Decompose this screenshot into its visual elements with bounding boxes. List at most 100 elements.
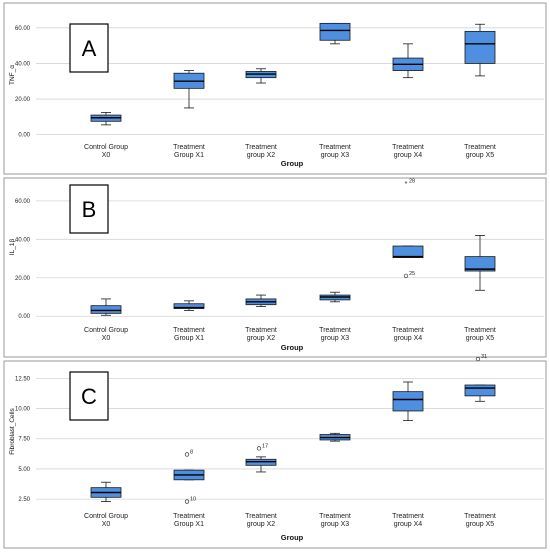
x-tick-label-line1: Treatment	[392, 327, 424, 334]
y-tick-label: 60.00	[15, 26, 31, 32]
x-tick-label-line1: Treatment	[319, 513, 351, 520]
x-tick-label-line1: Treatment	[245, 144, 277, 151]
y-tick-label: 60.00	[15, 199, 31, 205]
outlier-circle	[184, 499, 190, 504]
box	[464, 256, 496, 272]
box	[173, 303, 205, 309]
y-tick-label: 20.00	[15, 97, 31, 103]
y-axis-label: IL_1β	[9, 239, 16, 256]
box-group-5	[464, 235, 496, 291]
x-tick-label-line2: group X2	[247, 521, 276, 528]
y-tick-label: 5.00	[18, 467, 30, 473]
x-tick-label-line2: X0	[102, 521, 111, 528]
x-tick-label-line2: X0	[102, 152, 111, 159]
panel-letter: A	[82, 36, 97, 61]
x-tick-label-line2: group X3	[321, 335, 350, 342]
box-group-2	[245, 294, 277, 308]
y-tick-label: 7.50	[18, 437, 30, 443]
outlier-label: 31	[481, 354, 487, 360]
box	[392, 391, 424, 412]
y-tick-label: 12.50	[15, 376, 31, 382]
x-tick-label-line2: group X4	[394, 521, 423, 528]
y-tick-label: 10.00	[15, 407, 31, 413]
box-group-4	[392, 381, 424, 422]
x-tick-label-line1: Treatment	[173, 327, 205, 334]
x-tick-label-line2: group X4	[394, 335, 423, 342]
box-group-3	[319, 291, 351, 303]
box-group-3	[319, 432, 351, 442]
box-group-2	[245, 68, 277, 84]
box	[90, 305, 122, 314]
x-tick-label-line1: Treatment	[464, 513, 496, 520]
box-group-0	[90, 111, 122, 126]
outlier-circle	[184, 452, 190, 457]
box-group-5	[464, 384, 496, 402]
x-tick-label-line2: Group X1	[174, 335, 204, 342]
x-tick-label-line1: Control Group	[84, 513, 128, 520]
x-tick-label-line2: group X2	[247, 152, 276, 159]
panel-b: 0.00 20.00 40.00 60.00 IL_1β B * 28 25 Control Gr…	[3, 177, 547, 358]
x-tick-label-line2: group X3	[321, 152, 350, 159]
box	[319, 22, 351, 41]
box-group-1	[173, 469, 205, 481]
x-tick-label-line1: Treatment	[392, 144, 424, 151]
outlier-circle	[403, 273, 409, 278]
box-group-0	[90, 481, 122, 502]
panel-border	[3, 2, 547, 175]
y-tick-label: 20.00	[15, 276, 31, 282]
panel-letter-box	[69, 23, 109, 73]
box	[464, 30, 496, 64]
x-tick-label-line1: Treatment	[245, 513, 277, 520]
outlier-label: 25	[409, 271, 415, 277]
x-tick-label-line1: Control Group	[84, 144, 128, 151]
y-tick-label: 0.00	[18, 133, 30, 139]
outlier-label: 17	[262, 443, 268, 449]
x-tick-label-line1: Treatment	[464, 144, 496, 151]
box-group-4	[392, 245, 424, 258]
box-group-4	[392, 43, 424, 79]
panel-letter-box	[69, 371, 109, 421]
y-tick-label: 40.00	[15, 237, 31, 243]
x-tick-label-line1: Treatment	[173, 144, 205, 151]
panel-border	[3, 360, 547, 549]
outlier-label: 28	[409, 179, 415, 185]
box-group-0	[90, 298, 122, 316]
box	[464, 384, 496, 397]
x-axis-title: Group	[281, 533, 304, 542]
outlier-label: 8	[190, 449, 193, 455]
panel-border	[3, 177, 547, 358]
panel-letter: C	[81, 384, 97, 409]
x-tick-label-line1: Treatment	[319, 144, 351, 151]
panel-letter-box	[69, 184, 109, 234]
x-tick-label-line2: group X5	[466, 152, 495, 159]
y-tick-label: 40.00	[15, 61, 31, 67]
x-tick-label-line2: X0	[102, 335, 111, 342]
x-tick-label-line1: Treatment	[392, 513, 424, 520]
panel-letter: B	[82, 197, 97, 222]
outlier-star: *	[405, 181, 408, 188]
y-axis-label: Fibroblast_Cells	[9, 407, 16, 454]
x-tick-label-line2: group X5	[466, 521, 495, 528]
x-tick-label-line1: Treatment	[245, 327, 277, 334]
x-tick-label-line1: Control Group	[84, 327, 128, 334]
box-group-5	[464, 23, 496, 77]
outlier-circle	[475, 356, 481, 362]
x-tick-label-line2: Group X1	[174, 521, 204, 528]
x-tick-label-line2: Group X1	[174, 152, 204, 159]
y-tick-label: 2.50	[18, 497, 30, 503]
x-axis-title: Group	[281, 343, 304, 352]
x-axis-title: Group	[281, 159, 304, 168]
box-group-2	[245, 456, 277, 473]
x-tick-label-line2: group X2	[247, 335, 276, 342]
x-tick-label-line1: Treatment	[319, 327, 351, 334]
x-tick-label-line1: Treatment	[464, 327, 496, 334]
x-tick-label-line1: Treatment	[173, 513, 205, 520]
outlier-circle	[256, 446, 262, 451]
panel-a: 0.00 20.00 40.00 60.00 TNF_α A Control GroupX0…	[3, 2, 547, 175]
x-tick-label-line2: group X4	[394, 152, 423, 159]
box	[392, 245, 424, 258]
panel-c: 2.50 5.00 7.50 10.00 12.50 Fibroblast_Cells C 8…	[3, 354, 547, 549]
x-tick-label-line2: group X5	[466, 335, 495, 342]
